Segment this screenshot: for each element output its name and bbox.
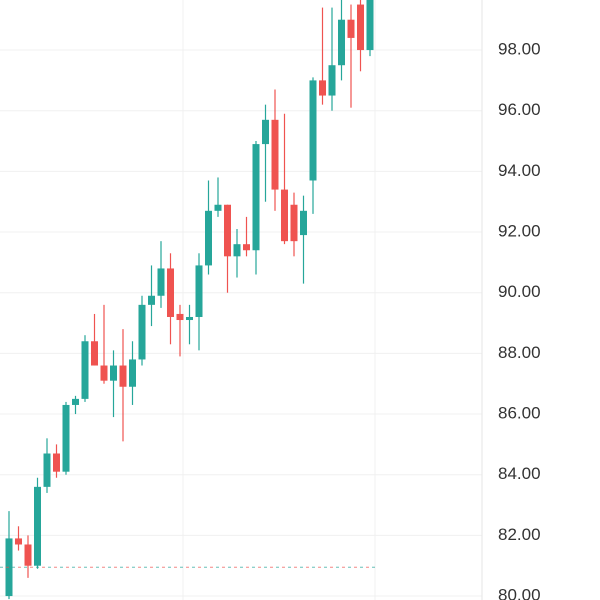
candle-body [309,80,317,181]
y-tick-label: 92.00 [498,222,541,241]
candle-body [100,365,108,381]
candle-body [24,544,32,566]
candle-body [167,268,174,317]
price-axis: 80.00 82.00 84.00 86.00 88.00 90.00 92.00 94.00… [498,40,541,600]
candle-body [34,486,41,566]
y-tick-label: 96.00 [498,100,541,119]
y-tick-label: 94.00 [498,161,541,180]
candle-body [81,341,89,399]
candle-body [129,359,136,387]
y-tick-label: 84.00 [498,464,541,483]
candle-body [281,189,288,242]
candle-body [338,19,345,66]
candle-body [233,244,241,257]
candle-body [119,365,127,387]
candle-body [148,295,155,305]
candle-body [357,4,364,51]
candle-body [290,204,298,242]
y-tick-label: 88.00 [498,343,541,362]
candle-body [328,65,336,96]
candle-body [91,341,98,366]
plot-area [0,0,375,600]
candle-body [252,144,260,251]
y-tick-label: 82.00 [498,525,541,544]
candle-body [62,404,70,472]
y-tick-label: 86.00 [498,404,541,423]
candle-body [53,453,60,472]
candle-body [15,538,22,545]
y-tick-label: 80.00 [498,586,541,600]
candle-body [176,313,184,321]
candle-body [300,210,307,236]
candle-body [138,304,146,360]
candle-body [205,210,212,266]
candle-body [186,316,193,321]
candle-body [243,244,250,251]
y-tick-label: 90.00 [498,282,541,301]
y-tick-label: 98.00 [498,40,541,59]
candle-body [262,119,269,145]
candle-body [366,0,374,51]
candle-body [43,453,51,487]
candle-body [110,365,117,381]
grid [0,49,482,597]
candle-body [319,80,326,96]
candle-body [347,19,355,38]
candle-body [214,204,222,211]
candle-body [224,204,231,257]
candle-body [195,265,203,317]
candle-body [72,398,79,405]
candle-body [271,119,279,190]
candle-body [157,268,165,296]
